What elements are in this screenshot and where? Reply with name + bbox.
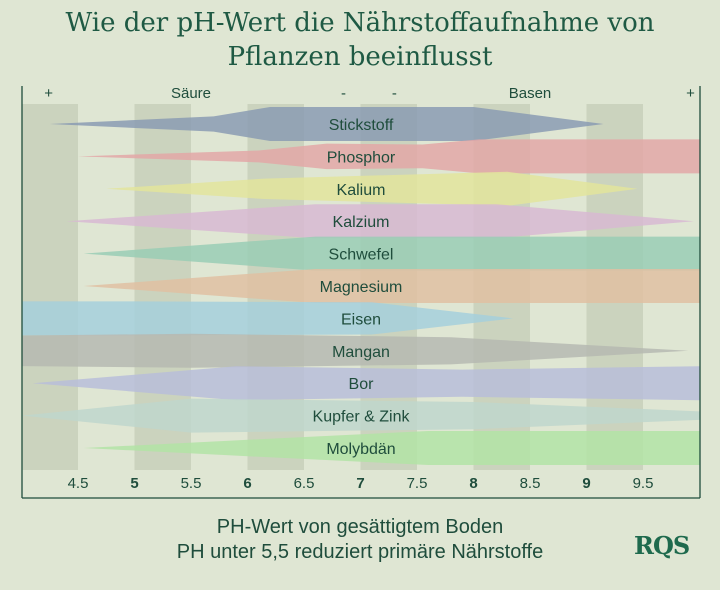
label-kalium: Kalium bbox=[337, 182, 386, 199]
label-mangan: Mangan bbox=[332, 344, 390, 361]
label-phosphor: Phosphor bbox=[327, 149, 396, 166]
chart-caption: PH-Wert von gesättigtem Boden PH unter 5… bbox=[0, 515, 720, 565]
label-molybdän: Molybdän bbox=[326, 441, 395, 458]
band-eisen bbox=[22, 301, 514, 336]
top-label-3: - bbox=[392, 85, 397, 102]
caption-line-1: PH-Wert von gesättigtem Boden bbox=[216, 516, 504, 538]
band-schwefel bbox=[83, 236, 700, 271]
top-label-5: + bbox=[686, 85, 695, 102]
top-label-4: Basen bbox=[509, 85, 552, 102]
band-kupfer-zink bbox=[22, 398, 700, 433]
label-magnesium: Magnesium bbox=[320, 279, 403, 296]
band-mangan bbox=[22, 333, 689, 368]
band-phosphor bbox=[78, 139, 700, 174]
band-kalium bbox=[106, 171, 638, 206]
nutrient-bands bbox=[22, 107, 700, 465]
chart-title: Wie der pH-Wert die Nährstoffaufnahme vo… bbox=[0, 6, 720, 74]
x-tick-8-5: 8.5 bbox=[520, 475, 541, 492]
x-tick-9-5: 9.5 bbox=[633, 475, 654, 492]
ph-nutrient-chart: Stickstoff Phosphor Kalium Kalzium Schwefel M… bbox=[21, 85, 701, 499]
label-stickstoff: Stickstoff bbox=[329, 117, 394, 134]
x-axis-ticks: 4.5 5 5.5 6 6.5 7 7.5 8 8.5 9 9.5 bbox=[68, 475, 654, 492]
x-tick-4-5: 4.5 bbox=[68, 475, 89, 492]
band-stickstoff bbox=[49, 107, 604, 141]
shaded-band-0 bbox=[22, 104, 78, 470]
label-eisen: Eisen bbox=[341, 311, 381, 328]
x-tick-5: 5 bbox=[130, 475, 138, 492]
top-label-0: + bbox=[44, 85, 53, 102]
x-tick-7: 7 bbox=[356, 475, 364, 492]
band-magnesium bbox=[83, 269, 700, 303]
label-schwefel: Schwefel bbox=[329, 247, 394, 264]
band-molybdän bbox=[83, 431, 700, 465]
title-line-2: Pflanzen beeinflusst bbox=[227, 42, 493, 72]
nutrient-labels: Stickstoff Phosphor Kalium Kalzium Schwefel M… bbox=[313, 117, 411, 458]
x-tick-5-5: 5.5 bbox=[181, 475, 202, 492]
title-line-1: Wie der pH-Wert die Nährstoffaufnahme vo… bbox=[65, 8, 655, 38]
top-label-1: Säure bbox=[171, 85, 211, 102]
x-tick-8: 8 bbox=[469, 475, 477, 492]
x-tick-6-5: 6.5 bbox=[294, 475, 315, 492]
band-bor bbox=[32, 366, 700, 401]
caption-line-2: PH unter 5,5 reduziert primäre Nährstoff… bbox=[176, 541, 544, 563]
x-tick-9: 9 bbox=[582, 475, 590, 492]
label-kupfer-zink: Kupfer & Zink bbox=[313, 409, 411, 426]
label-kalzium: Kalzium bbox=[333, 214, 390, 231]
x-tick-7-5: 7.5 bbox=[407, 475, 428, 492]
chart-frame bbox=[21, 86, 701, 499]
top-label-2: - bbox=[341, 85, 346, 102]
rqs-logo: RQS bbox=[634, 531, 690, 560]
acid-base-labels: + Säure - - Basen + bbox=[44, 85, 695, 102]
x-tick-6: 6 bbox=[243, 475, 251, 492]
band-kalzium bbox=[66, 204, 694, 239]
label-bor: Bor bbox=[349, 376, 375, 393]
